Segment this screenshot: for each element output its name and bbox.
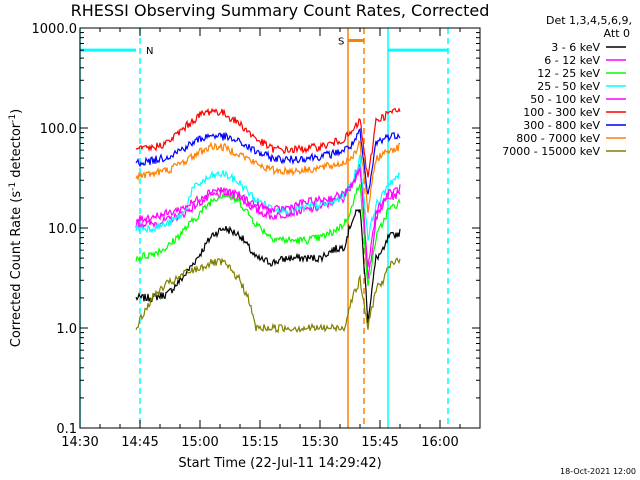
legend-label-1: 6 - 12 keV	[544, 54, 600, 67]
legend-label-5: 100 - 300 keV	[523, 106, 600, 119]
x-tick-label-1: 14:45	[121, 435, 158, 450]
date-stamp: 18-Oct-2021 12:00	[560, 467, 636, 476]
legend-label-4: 50 - 100 keV	[530, 93, 600, 106]
legend-label-6: 300 - 800 keV	[523, 119, 600, 132]
series-line-8	[135, 257, 401, 334]
y-tick-label-0: 0.1	[56, 422, 77, 437]
y-tick-label-3: 100.0	[40, 122, 77, 137]
annotation-label-1: S	[338, 36, 344, 47]
series-line-2	[135, 183, 401, 286]
series-line-5	[135, 107, 401, 178]
x-tick-label-2: 15:00	[181, 435, 218, 450]
y-tick-label-4: 1000.0	[32, 22, 78, 37]
y-tick-label-1: 1.0	[56, 322, 77, 337]
legend-header-line2: Att 0	[604, 27, 630, 40]
plot-area: N S 0.1 1.0 10.0 100.0 1000.0 14:30 14:45 15:00 15…	[32, 22, 481, 450]
legend-label-8: 7000 - 15000 keV	[502, 145, 600, 158]
legend-label-3: 25 - 50 keV	[537, 80, 600, 93]
x-tick-label-6: 16:00	[421, 435, 458, 450]
x-tick-label-0: 14:30	[61, 435, 98, 450]
series-line-4	[135, 167, 401, 268]
legend-label-2: 12 - 25 keV	[537, 67, 600, 80]
x-tick-label-3: 15:15	[241, 435, 278, 450]
legend-header-line1: Det 1,3,4,5,6,9,	[546, 14, 632, 27]
series-line-6	[135, 127, 401, 195]
legend-label-7: 800 - 7000 keV	[516, 132, 600, 145]
series-line-0	[135, 209, 401, 324]
series-line-7	[135, 139, 401, 213]
x-tick-label-5: 15:45	[361, 435, 398, 450]
annotation-label-0: N	[146, 46, 153, 57]
legend-label-0: 3 - 6 keV	[551, 41, 600, 54]
y-tick-label-2: 10.0	[48, 222, 77, 237]
x-tick-label-4: 15:30	[301, 435, 338, 450]
y-axis-label: Corrected Count Rate (s-1 detector-1)	[8, 109, 24, 347]
chart-title: RHESSI Observing Summary Count Rates, Co…	[71, 1, 490, 20]
x-axis-label: Start Time (22-Jul-11 14:29:42)	[178, 456, 381, 471]
